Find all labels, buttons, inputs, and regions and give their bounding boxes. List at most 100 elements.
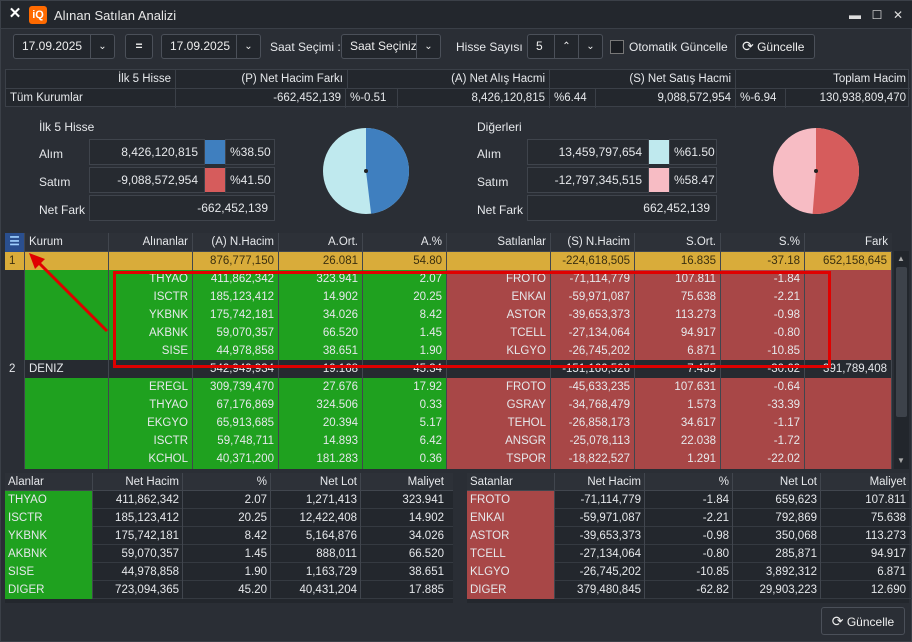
date-from-picker[interactable]: 17.09.2025 ⌄	[13, 34, 115, 59]
right-alim-swatch	[649, 140, 669, 164]
close-icon[interactable]: ✕	[8, 5, 22, 22]
table-row-stock[interactable]: THYAO 411,862,342 323.941 2.07 FROTO -71,114,…	[5, 270, 892, 289]
sellers-header-cell[interactable]: Net Hacim	[555, 473, 645, 491]
grid-cell-alinan	[109, 360, 193, 379]
row-number: 2	[5, 360, 25, 379]
sellers-cell-name: TCELL	[467, 545, 555, 563]
sellers-row[interactable]: ENKAI -59,971,087 -2.21 792,869 75.638	[467, 509, 912, 527]
grid-scrollbar[interactable]: ▲ ▼	[894, 251, 909, 469]
scroll-thumb[interactable]	[896, 267, 907, 417]
chevron-down-icon[interactable]: ⌄	[578, 35, 602, 58]
table-row-stock[interactable]: AKBNK 59,070,357 66.520 1.45 TCELL -27,134,06…	[5, 324, 892, 343]
sellers-table: Satanlar Net Hacim % Net Lot Maliyet FRO…	[467, 473, 912, 603]
buyers-row[interactable]: ISCTR 185,123,412 20.25 12,422,408 14.902	[5, 509, 453, 527]
buyers-cell-pct: 45.20	[183, 581, 271, 599]
table-row-stock[interactable]: SISE 44,978,858 38.651 1.90 KLGYO -26,745,202…	[5, 342, 892, 361]
grid-cell-a-pct: 54.80	[363, 252, 447, 271]
table-row-stock[interactable]: EKGYO 65,913,685 20.394 5.17 TEHOL -26,858,17…	[5, 414, 892, 433]
minimize-icon[interactable]: ▬	[849, 8, 861, 22]
row-number	[5, 342, 25, 361]
maximize-icon[interactable]: ☐	[871, 8, 883, 22]
table-row-stock[interactable]: KCHOL 40,371,200 181.283 0.36 TSPOR -18,822,5…	[5, 450, 892, 469]
auto-update-checkbox[interactable]	[610, 40, 624, 54]
buyers-row[interactable]: AKBNK 59,070,357 1.45 888,011 66.520	[5, 545, 453, 563]
hisse-stepper[interactable]: 5 ⌃ ⌄	[527, 34, 603, 59]
grid-cell-s-ort: 1.291	[635, 450, 721, 469]
table-row-stock[interactable]: ISCTR 185,123,412 14.902 20.25 ENKAI -59,971,…	[5, 288, 892, 307]
grid-cell-satilan: FROTO	[447, 270, 551, 289]
window-close-icon[interactable]: ✕	[892, 8, 904, 22]
buyers-row[interactable]: YKBNK 175,742,181 8.42 5,164,876 34.026	[5, 527, 453, 545]
table-row-stock[interactable]: EREGL 309,739,470 27.676 17.92 FROTO -45,633,…	[5, 378, 892, 397]
grid-cell-kurum	[25, 324, 109, 343]
table-row-stock[interactable]: YKBNK 175,742,181 34.026 8.42 ASTOR -39,653,3…	[5, 306, 892, 325]
buyers-cell-name: THYAO	[5, 491, 93, 509]
buyers-header-cell[interactable]: Net Hacim	[93, 473, 183, 491]
grid-header-cell[interactable]: (A) N.Hacim	[193, 233, 279, 252]
buyers-header-cell[interactable]: Maliyet	[407, 476, 444, 488]
buyers-header-cell[interactable]: Net Lot	[271, 473, 361, 491]
date-from-value: 17.09.2025	[22, 39, 83, 53]
chevron-up-icon[interactable]: ⌃	[554, 35, 578, 58]
grid-cell-a-ort: 323.941	[279, 270, 363, 289]
grid-header-cell[interactable]: (S) N.Hacim	[551, 233, 635, 252]
sellers-header-cell[interactable]: Net Lot	[733, 473, 821, 491]
scroll-down-icon[interactable]: ▼	[897, 456, 905, 465]
row-number	[5, 396, 25, 415]
grid-cell-fark	[805, 432, 892, 451]
date-to-picker[interactable]: 17.09.2025 ⌄	[161, 34, 261, 59]
grid-header-cell[interactable]: S.%	[721, 233, 805, 252]
row-number	[5, 270, 25, 289]
table-row-stock[interactable]: ISCTR 59,748,711 14.893 6.42 ANSGR -25,078,11…	[5, 432, 892, 451]
sellers-row[interactable]: DIGER 379,480,845 -62.82 29,903,223 12.690	[467, 581, 912, 599]
grid-cell-s-pct: -0.64	[721, 378, 805, 397]
sellers-row[interactable]: FROTO -71,114,779 -1.84 659,623 107.811	[467, 491, 912, 509]
grid-header-cell[interactable]: Satılanlar	[447, 233, 551, 252]
grid-header-cell[interactable]: A.%	[363, 233, 447, 252]
sellers-header-cell[interactable]: %	[645, 473, 733, 491]
left-pie-chart	[323, 128, 409, 214]
summary-s: 9,088,572,954	[596, 89, 736, 108]
buyers-cell-name: YKBNK	[5, 527, 93, 545]
sellers-header-cell[interactable]: Maliyet	[869, 476, 906, 488]
grid-header-cell[interactable]: S.Ort.	[635, 233, 721, 252]
grid-cell-kurum	[25, 432, 109, 451]
grid-cell-alinan: AKBNK	[109, 324, 193, 343]
buyers-row[interactable]: THYAO 411,862,342 2.07 1,271,413 323.941	[5, 491, 453, 509]
chevron-down-icon[interactable]: ⌄	[90, 35, 114, 58]
buyers-row[interactable]: SISE 44,978,858 1.90 1,163,729 38.651	[5, 563, 453, 581]
equals-button[interactable]: =	[125, 34, 153, 59]
buyers-cell-hacim: 185,123,412	[93, 509, 183, 527]
scroll-up-icon[interactable]: ▲	[897, 254, 905, 263]
summary-p-pct: %-0.51	[346, 89, 398, 108]
update-button[interactable]: ⟳ Güncelle	[735, 34, 815, 59]
grid-header-cell[interactable]: Kurum	[25, 233, 109, 252]
footer-update-button[interactable]: ⟳ Güncelle	[821, 607, 905, 635]
table-row-broker[interactable]: 2 DENIZ 542,949,934 19.168 45.34 -151,160,526…	[5, 360, 892, 379]
grid-cell-satilan	[447, 360, 551, 379]
grid-header-cell[interactable]: Fark	[865, 236, 888, 248]
grid-header-cell[interactable]: Alınanlar	[109, 233, 193, 252]
grid-cell-fark	[805, 324, 892, 343]
grid-cell-kurum	[25, 414, 109, 433]
left-satim-label: Satım	[39, 175, 71, 189]
sellers-header-cell[interactable]: Satanlar	[467, 473, 555, 491]
chevron-down-icon[interactable]: ⌄	[416, 35, 440, 58]
sellers-row[interactable]: TCELL -27,134,064 -0.80 285,871 94.917	[467, 545, 912, 563]
chevron-down-icon[interactable]: ⌄	[236, 35, 260, 58]
buyers-header-cell[interactable]: %	[183, 473, 271, 491]
buyers-cell-hacim: 44,978,858	[93, 563, 183, 581]
grid-cell-satilan: ASTOR	[447, 306, 551, 325]
saat-select[interactable]: Saat Seçiniz ⌄	[341, 34, 441, 59]
list-menu-icon[interactable]: ☰	[5, 233, 25, 252]
sellers-row[interactable]: ASTOR -39,653,373 -0.98 350,068 113.273	[467, 527, 912, 545]
sellers-row[interactable]: KLGYO -26,745,202 -10.85 3,892,312 6.871	[467, 563, 912, 581]
grid-cell-alinan: EREGL	[109, 378, 193, 397]
table-row-stock[interactable]: THYAO 67,176,869 324.506 0.33 GSRAY -34,768,4…	[5, 396, 892, 415]
buyers-row[interactable]: DIGER 723,094,365 45.20 40,431,204 17.885	[5, 581, 453, 599]
table-row-broker[interactable]: 1 876,777,150 26.081 54.80 -224,618,505 16.83…	[5, 252, 892, 271]
grid-header-cell[interactable]: A.Ort.	[279, 233, 363, 252]
right-net-label: Net Fark	[477, 203, 524, 217]
buyers-header-cell[interactable]: Alanlar	[5, 473, 93, 491]
grid-cell-a-pct: 2.07	[363, 270, 447, 289]
